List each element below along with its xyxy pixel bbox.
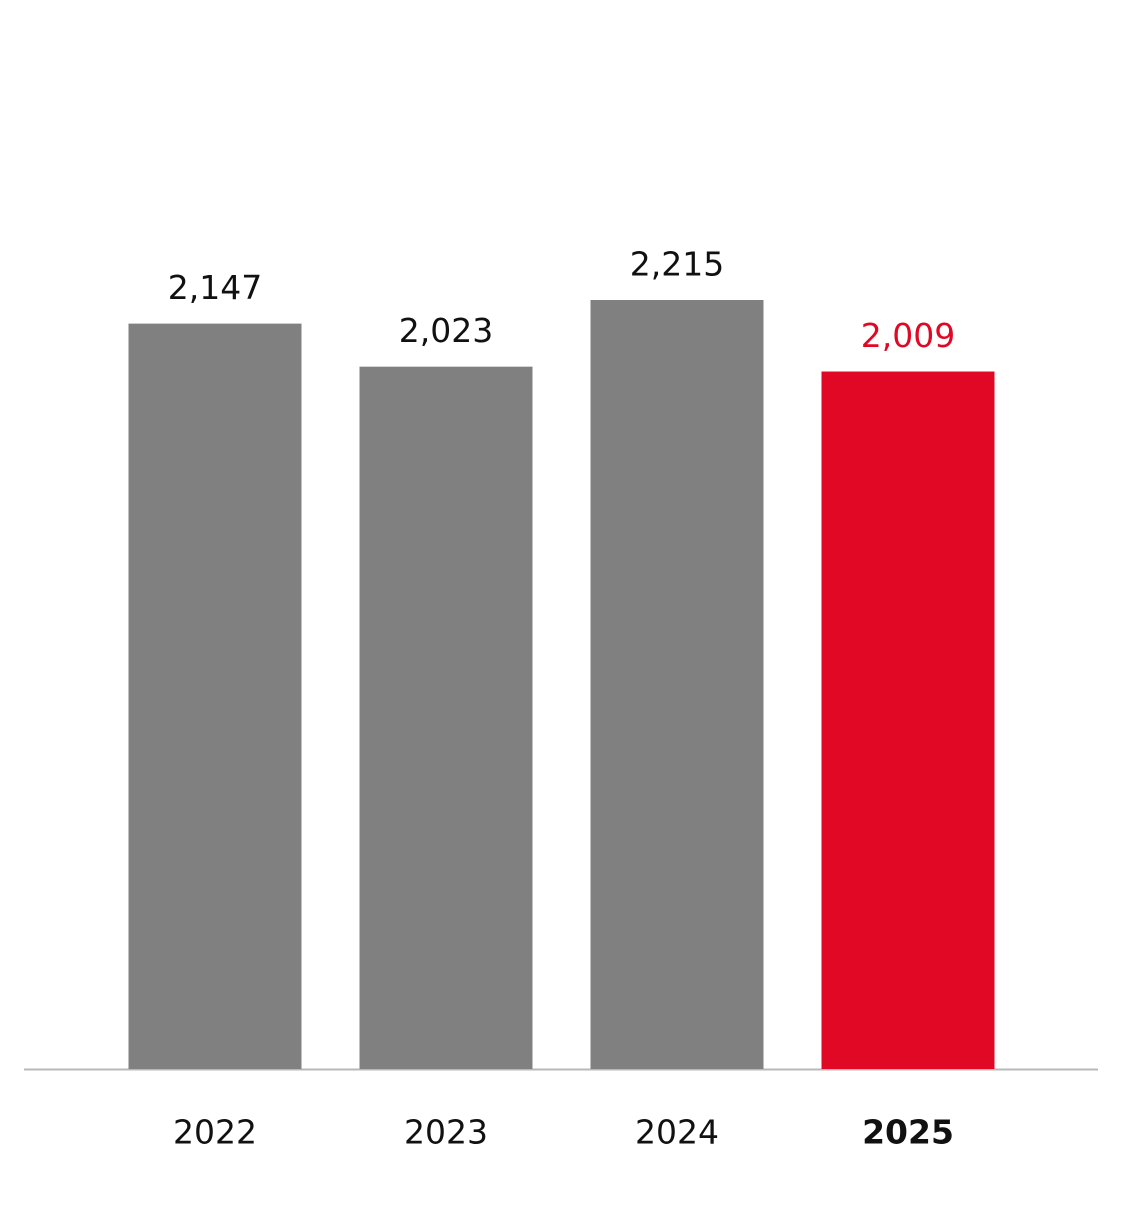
x-tick-label: 2022 [173,1113,257,1152]
value-label: 2,147 [168,268,262,307]
x-tick-label: 2025 [862,1113,954,1152]
x-tick-label: 2024 [635,1113,719,1152]
value-label: 2,215 [630,245,724,284]
bar [359,366,533,1070]
bar [590,300,764,1069]
x-tick-label: 2023 [404,1113,488,1152]
value-label: 2,023 [399,311,493,350]
bar [821,371,995,1069]
value-label: 2,009 [861,316,955,355]
bar [128,323,302,1069]
